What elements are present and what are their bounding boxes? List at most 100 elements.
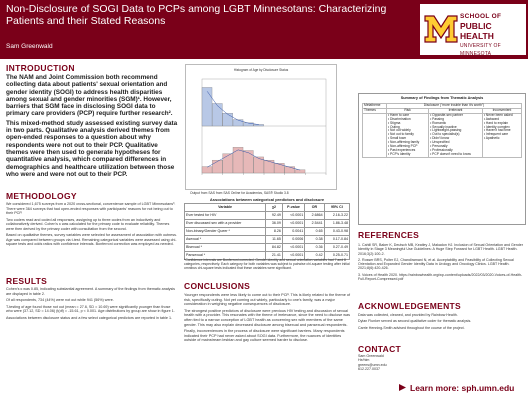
assoc-table-title: Associations between categorical predict… — [209, 197, 325, 202]
theme-item: • Non-affirming family — [387, 140, 420, 145]
assoc-table-row: Asexual * 11.65 0.0006 0.38 0.17-0.84 — [183, 235, 351, 244]
assoc-value-cell: 0.25-0.71 — [323, 251, 351, 260]
assoc-value-cell: 0.17-0.84 — [323, 235, 351, 244]
assoc-value-cell: <0.0001 — [281, 219, 306, 228]
conclusions-p1: Younger respondents were less likely to … — [184, 293, 351, 307]
poster-title: Non-Disclosure of SOGI Data to PCPs amon… — [6, 3, 387, 27]
poster-header: Non-Disclosure of SOGI Data to PCPs amon… — [0, 0, 528, 59]
contact-email[interactable]: greens@umn.edu — [358, 362, 387, 367]
assoc-variable-cell: Pansexual * — [183, 251, 267, 260]
results-body: Cohen's κ was 0.85, indicating substanti… — [6, 287, 178, 322]
conclusions-p2: The strongest positive predictors of dis… — [184, 308, 351, 327]
theme-item: • Small town — [387, 136, 407, 141]
assoc-col-pvalue: P-value — [281, 203, 306, 212]
histogram-bar — [253, 156, 264, 174]
theme-item: • Apathetic — [483, 136, 500, 141]
theme-item: • Didn't know — [430, 136, 450, 141]
methodology-body: We considered 1,675 surveys from a 2020 … — [6, 202, 178, 249]
assoc-value-cell: <0.0001 — [281, 211, 306, 220]
summary-table-box: Summary of Findings from Thematic Analys… — [358, 93, 526, 225]
references-heading: REFERENCES — [358, 230, 420, 240]
results-p3: T-testing of age found those not out (me… — [6, 304, 175, 314]
reference-item: 2. Rosser BRS, Polter EJ, Chandiramani N… — [358, 257, 514, 271]
theme-item: • Haven't had time — [483, 128, 511, 133]
methodology-p3: Based on qualitative themes, survey vari… — [6, 233, 177, 246]
introduction-body: The NAM and Joint Commission both recomm… — [6, 74, 178, 180]
assoc-col-variable: Variable — [183, 203, 267, 212]
histogram-bar — [212, 103, 223, 127]
theme-item: • Infrequent care — [483, 132, 509, 137]
logo-line2: PUBLIC HEALTH — [460, 21, 494, 41]
reference-item: 1. Cahill SR, Baker K, Deutsch MB, Keatl… — [358, 243, 523, 256]
contact-body: Sam Greenwald He/him greens@umn.edu 612.… — [358, 354, 524, 371]
results-p4: Associations between disclosure status a… — [6, 315, 173, 320]
histogram-plot — [201, 78, 327, 175]
assoc-variable-cell: Asexual * — [183, 235, 267, 244]
density-curve — [207, 149, 301, 171]
assoc-col-chi2: χ2 — [265, 203, 283, 212]
introduction-p1: The NAM and Joint Commission both recomm… — [6, 74, 173, 118]
histogram-bar — [284, 166, 295, 174]
ack-p2: Dylan Flunker served as second qualitati… — [358, 319, 472, 324]
histogram-bar — [294, 169, 306, 174]
assoc-value-cell: 1.86-3.48 — [323, 219, 351, 228]
summary-table-title: Summary of Findings from Thematic Analys… — [400, 96, 484, 100]
theme-item: • Awkward — [483, 116, 500, 121]
assoc-variable-cell: Ever discussed sex with a provider — [183, 219, 267, 228]
methodology-p2: Two coders read and coded all responses,… — [6, 217, 170, 231]
assoc-variable-cell: Ever tested for HIV — [183, 211, 267, 220]
theme-item: • Non-affirming PCP — [387, 144, 418, 149]
assoc-table: Variable χ2 P-value OR 95% CI Ever teste… — [183, 203, 351, 260]
histogram-bar — [222, 112, 233, 127]
assoc-col-or: OR — [304, 203, 325, 212]
histogram-bar — [274, 163, 285, 174]
theme-item: • Stigma — [387, 120, 401, 125]
theme-item: • Identity complex — [483, 124, 510, 129]
histogram-bar — [243, 150, 254, 174]
assoc-value-cell: 0.65 — [304, 227, 325, 236]
introduction-p2: This mixed-method study assessed existin… — [6, 119, 178, 178]
histogram-caption: Output from SAS from SAS Online for Acad… — [190, 191, 289, 195]
assoc-value-cell: 0.36 — [304, 243, 325, 252]
summary-items-row: • Harm to care • Discrimination • Stigma • … — [362, 112, 523, 158]
theme-item: • Not out widely — [387, 128, 411, 133]
assoc-table-footnote: *Confidence intervals are Bonferroni cor… — [184, 258, 350, 271]
assoc-variable-cell: Non-binary/Gender Queer * — [183, 227, 267, 236]
assoc-table-row: Non-binary/Gender Queer * 8.26 0.0041 0.65 0… — [183, 227, 351, 236]
reference-item: 3. Voices of Health 2020. https://rainbo… — [358, 272, 523, 282]
assoc-value-cell: 2.5441 — [304, 219, 325, 228]
theme-item: • Unspecified — [430, 140, 450, 145]
logo-line3: UNIVERSITY OF MINNESOTA — [460, 43, 501, 57]
theme-item: • PCP doesn't need to know — [430, 151, 471, 156]
histogram-bar — [201, 166, 213, 174]
assoc-value-cell: 0.43-0.98 — [323, 227, 351, 236]
learn-more-link[interactable]: Learn more: sph.umn.edu — [410, 383, 515, 393]
histogram-bar — [263, 159, 275, 174]
results-heading: RESULTS — [6, 276, 48, 286]
logo-text: SCHOOL OF PUBLIC HEALTH UNIVERSITY OF MI… — [460, 13, 526, 58]
assoc-value-cell: 0.42 — [304, 251, 325, 260]
summary-table: Metatheme Disclosure ("more trouble than… — [362, 103, 523, 158]
assoc-value-cell: 8.26 — [265, 227, 283, 236]
logo-line1: SCHOOL OF — [460, 13, 502, 20]
histogram-bar — [243, 122, 254, 127]
ack-p1: Data was collected, cleaned, and provide… — [358, 313, 458, 317]
theme-item: • Professionally — [430, 147, 453, 152]
assoc-value-cell: 0.27-0.49 — [323, 243, 351, 252]
assoc-value-cell: 0.38 — [304, 235, 325, 244]
assoc-value-cell: 84.82 — [265, 243, 283, 252]
arrow-right-icon — [398, 383, 407, 392]
theme-item: • Personally — [430, 144, 448, 149]
histogram-bar — [232, 147, 244, 174]
assoc-value-cell: 0.0041 — [281, 227, 306, 236]
summary-inconvenient-items: • Never been asked • Awkward • Hard to exp… — [481, 112, 523, 158]
assoc-table-header: Variable χ2 P-value OR 95% CI — [183, 203, 351, 212]
theme-item: • Not out to family — [387, 132, 414, 137]
summary-risk-items: • Harm to care • Discrimination • Stigma • … — [385, 112, 430, 158]
acknowledgements-body: Data was collected, cleaned, and provide… — [358, 313, 524, 332]
histogram-bar — [201, 87, 213, 127]
methodology-heading: METHODOLOGY — [6, 191, 77, 201]
introduction-heading: INTRODUCTION — [6, 63, 75, 73]
histogram-title: Histogram of Age by Disclosure Status — [233, 68, 289, 72]
theme-item: • Hard to explain — [483, 120, 509, 125]
